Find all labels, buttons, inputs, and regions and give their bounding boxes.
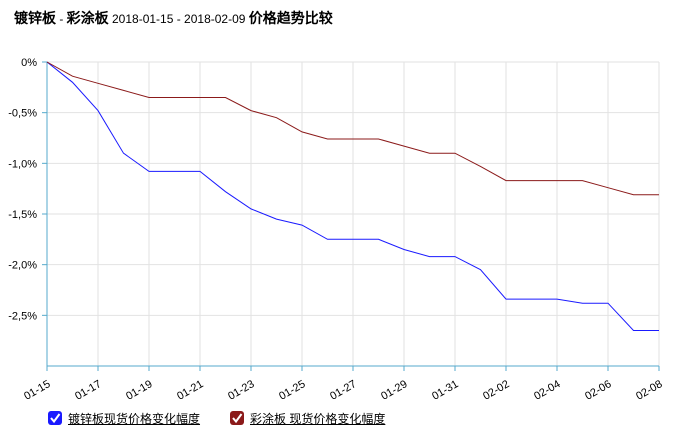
legend-checkbox-galvanized[interactable] (48, 411, 62, 425)
series-line-galvanized (46, 61, 659, 331)
title-suffix: 价格趋势比较 (248, 10, 333, 26)
checkmark-icon (232, 413, 243, 424)
legend-label-color-coated: 彩涂板 现货价格变化幅度 (250, 411, 386, 426)
x-tick-label: 01-19 (124, 378, 154, 402)
x-tick-label: 01-29 (379, 378, 409, 402)
legend-item-color-coated[interactable]: 彩涂板 现货价格变化幅度 (230, 409, 385, 427)
series-line-color-coated (46, 61, 659, 196)
y-tick-label: -1,0% (8, 158, 37, 170)
x-tick-label: 02-02 (481, 378, 511, 402)
x-tick-label: 01-25 (277, 378, 307, 402)
y-tick-label: -1,5% (8, 209, 37, 221)
chart-title: 镀锌板 - 彩涂板 2018-01-15 - 2018-02-09 价格趋势比较 (14, 8, 333, 28)
x-tick-label: 02-04 (532, 378, 562, 402)
title-date-range: 2018-01-15 - 2018-02-09 (108, 12, 249, 26)
grid-layer (47, 61, 660, 366)
checkmark-icon (50, 413, 61, 424)
x-tick-label: 01-27 (328, 378, 358, 402)
x-tick-label: 01-17 (73, 378, 103, 402)
title-separator: - (56, 12, 67, 26)
title-series-b: 彩涂板 (66, 10, 109, 26)
axes-layer (42, 61, 660, 371)
series-layer (46, 61, 659, 331)
x-tick-label: 01-15 (22, 378, 52, 402)
legend-item-galvanized[interactable]: 镀锌板现货价格变化幅度 (48, 409, 200, 427)
y-tick-label: -2,0% (8, 260, 37, 272)
x-tick-label: 01-31 (430, 378, 460, 402)
tick-layer: 0% -0,5% -1,0% -1,5% -2,0% -2,5% 01-15 01-17 01-… (8, 57, 664, 403)
x-tick-label: 01-21 (175, 378, 205, 402)
x-tick-label: 02-08 (634, 378, 664, 402)
legend-label-galvanized: 镀锌板现货价格变化幅度 (68, 411, 201, 426)
y-tick-label: 0% (21, 57, 37, 69)
y-tick-label: -0,5% (8, 108, 37, 120)
legend-checkbox-color-coated[interactable] (230, 411, 244, 425)
y-tick-label: -2,5% (8, 310, 37, 322)
x-tick-label: 02-06 (583, 378, 613, 402)
x-tick-label: 01-23 (226, 378, 256, 402)
title-series-a: 镀锌板 (14, 10, 56, 26)
